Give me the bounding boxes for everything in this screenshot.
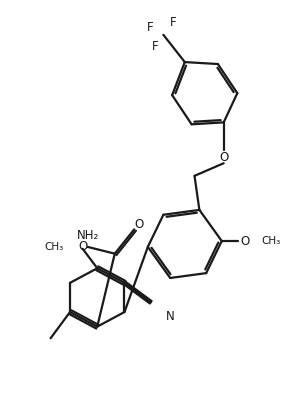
Text: CH₃: CH₃: [44, 242, 63, 252]
Text: NH₂: NH₂: [76, 229, 99, 242]
Text: F: F: [147, 21, 153, 33]
Text: F: F: [152, 40, 159, 53]
Text: N: N: [166, 311, 175, 323]
Text: O: O: [219, 151, 228, 164]
Text: O: O: [241, 235, 250, 247]
Text: F: F: [170, 16, 176, 28]
Text: O: O: [134, 218, 144, 231]
Text: CH₃: CH₃: [261, 236, 281, 246]
Text: O: O: [78, 240, 87, 253]
